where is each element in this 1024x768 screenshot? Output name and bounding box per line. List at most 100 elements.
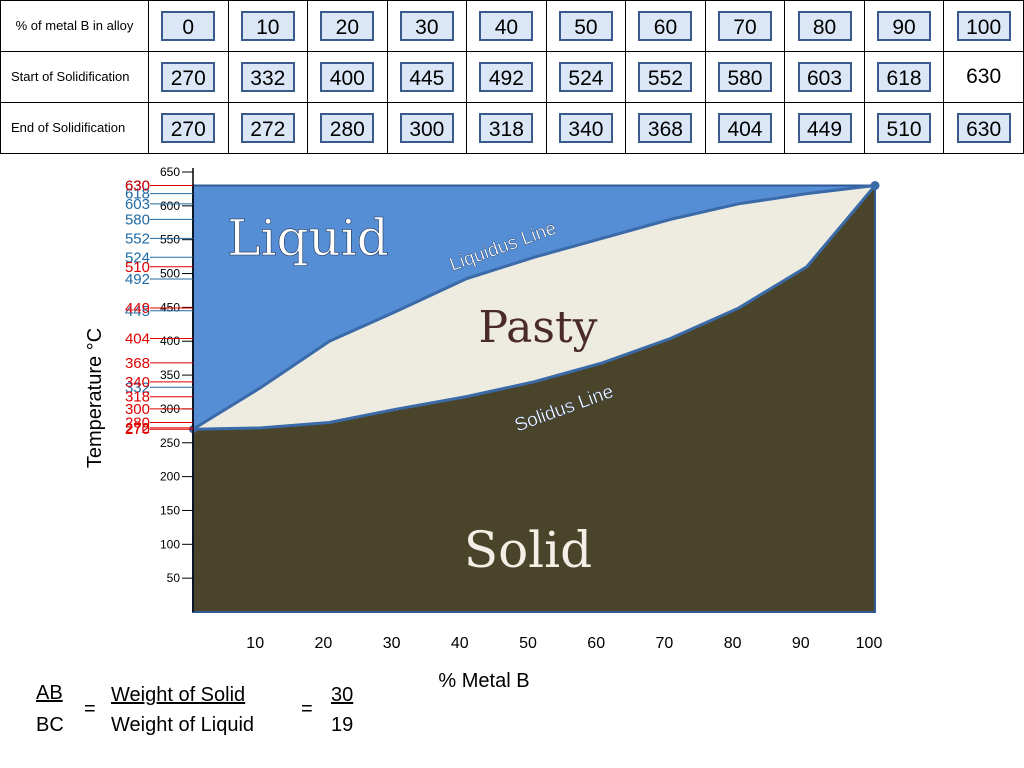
table-cell: 449 [784, 102, 865, 154]
table-cell: 80 [784, 0, 865, 52]
table-cell: 603 [784, 51, 865, 103]
cell-value: 552 [638, 62, 693, 92]
table-cell: 404 [704, 102, 786, 154]
cell-value: 270 [161, 113, 216, 143]
table-cell: 40 [466, 0, 547, 52]
formula-bc: BC [36, 714, 64, 736]
table-cell: 300 [386, 102, 468, 154]
table-cell: 368 [625, 102, 706, 154]
table-cell: 272 [227, 102, 309, 154]
y-tick-label: 100 [160, 537, 180, 551]
table-row: Start of Solidification 270 332 400 445 492 52… [0, 51, 1024, 103]
solidification-table: % of metal B in alloy 0 10 20 30 40 50 60 70 80 90… [0, 0, 1024, 154]
cell-value: 630 [966, 65, 1002, 88]
table-cell: 10 [227, 0, 309, 52]
y-tick-label: 200 [160, 470, 180, 484]
cell-value: 400 [320, 62, 375, 92]
cell-value: 449 [797, 113, 852, 143]
table-cell: 30 [386, 0, 468, 52]
table-cell: 340 [545, 102, 627, 154]
region-label-liquid: Liquid [227, 209, 388, 267]
table-cell: 70 [704, 0, 786, 52]
solidus-line [192, 184, 877, 431]
table-cell: 630 [943, 102, 1024, 154]
x-tick-label: 80 [724, 635, 742, 652]
table-cell: 618 [863, 51, 945, 103]
x-tick-label: 40 [451, 635, 469, 652]
cell-value: 272 [240, 113, 295, 143]
cell-value: 80 [797, 11, 852, 41]
table-cell: 60 [625, 0, 706, 52]
y-tick-label: 50 [167, 571, 181, 585]
y-tick-label: 600 [160, 199, 180, 213]
row-header: Start of Solidification [0, 51, 149, 103]
cell-value: 580 [717, 62, 772, 92]
liquidus-value-label: 524 [125, 249, 150, 266]
cell-value: 492 [479, 62, 534, 92]
region-label-solid: Solid [464, 521, 592, 579]
x-tick-label: 60 [587, 635, 605, 652]
liquidus-value-label: 552 [125, 230, 150, 247]
cell-value: 630 [956, 113, 1011, 143]
cell-value: 70 [717, 11, 772, 41]
table-cell: 510 [863, 102, 945, 154]
formula-denominator: 19 [331, 714, 354, 736]
table-cell: 580 [704, 51, 786, 103]
table-cell: 318 [466, 102, 547, 154]
y-tick-label: 150 [160, 503, 180, 517]
formula-weight-solid: Weight of Solid [111, 684, 246, 706]
table-cell: 280 [307, 102, 388, 154]
cell-value: 40 [479, 11, 534, 41]
cell-value: 603 [797, 62, 852, 92]
cell-value: 445 [399, 62, 454, 92]
liquidus-value-label: 603 [125, 196, 150, 213]
y-tick-label: 250 [160, 436, 180, 450]
table-cell: 100 [943, 0, 1024, 52]
formula-weight-liquid: Weight of Liquid [111, 714, 255, 736]
cell-value: 280 [320, 113, 375, 143]
cell-value: 618 [877, 62, 932, 92]
cell-value: 10 [240, 11, 295, 41]
cell-value: 270 [161, 62, 216, 92]
table-cell: 270 [148, 51, 229, 103]
y-tick-label: 450 [160, 300, 180, 314]
solidus-value-label: 272 [125, 420, 150, 437]
solidus-value-label: 449 [125, 300, 150, 317]
liquidus-value-label: 492 [125, 271, 150, 288]
x-tick-label: 50 [519, 635, 537, 652]
table-row: End of Solidification 270 272 280 300 318 340 3… [0, 102, 1024, 154]
formula-equals-1: = [84, 698, 96, 720]
solidus-value-label: 280 [125, 414, 150, 431]
formula-equals-2: = [301, 698, 313, 720]
table-cell: 332 [227, 51, 309, 103]
cell-value: 404 [717, 113, 772, 143]
formula-ab: AB [36, 682, 63, 704]
cell-value: 0 [161, 11, 216, 41]
table-cell: 0 [148, 0, 229, 52]
solidus-value-label: 318 [125, 389, 150, 406]
liquidus-value-label: 618 [125, 186, 150, 203]
table-cell: 90 [863, 0, 945, 52]
cell-value: 368 [638, 113, 693, 143]
cell-value: 30 [399, 11, 454, 41]
row-header: End of Solidification [0, 102, 149, 154]
liquidus-value-label: 630 [125, 178, 150, 195]
table-cell: 50 [545, 0, 627, 52]
cell-value: 60 [638, 11, 693, 41]
liquidus-value-label: 332 [125, 379, 150, 396]
cell-value: 340 [558, 113, 613, 143]
y-tick-label: 550 [160, 233, 180, 247]
cell-value: 332 [240, 62, 295, 92]
y-tick-label: 400 [160, 334, 180, 348]
table-cell: 524 [545, 51, 627, 103]
table-cell: 630 [943, 51, 1024, 103]
row-header: % of metal B in alloy [0, 0, 149, 52]
cell-value: 50 [558, 11, 613, 41]
region-label-pasty: Pasty [479, 302, 598, 353]
solidus-value-label: 404 [125, 331, 150, 348]
liquidus-line [192, 184, 876, 431]
x-axis-title: % Metal B [438, 670, 530, 692]
y-axis-label: Temperature °C [84, 328, 106, 468]
y-tick-label: 650 [160, 165, 180, 179]
cell-value: 510 [877, 113, 932, 143]
